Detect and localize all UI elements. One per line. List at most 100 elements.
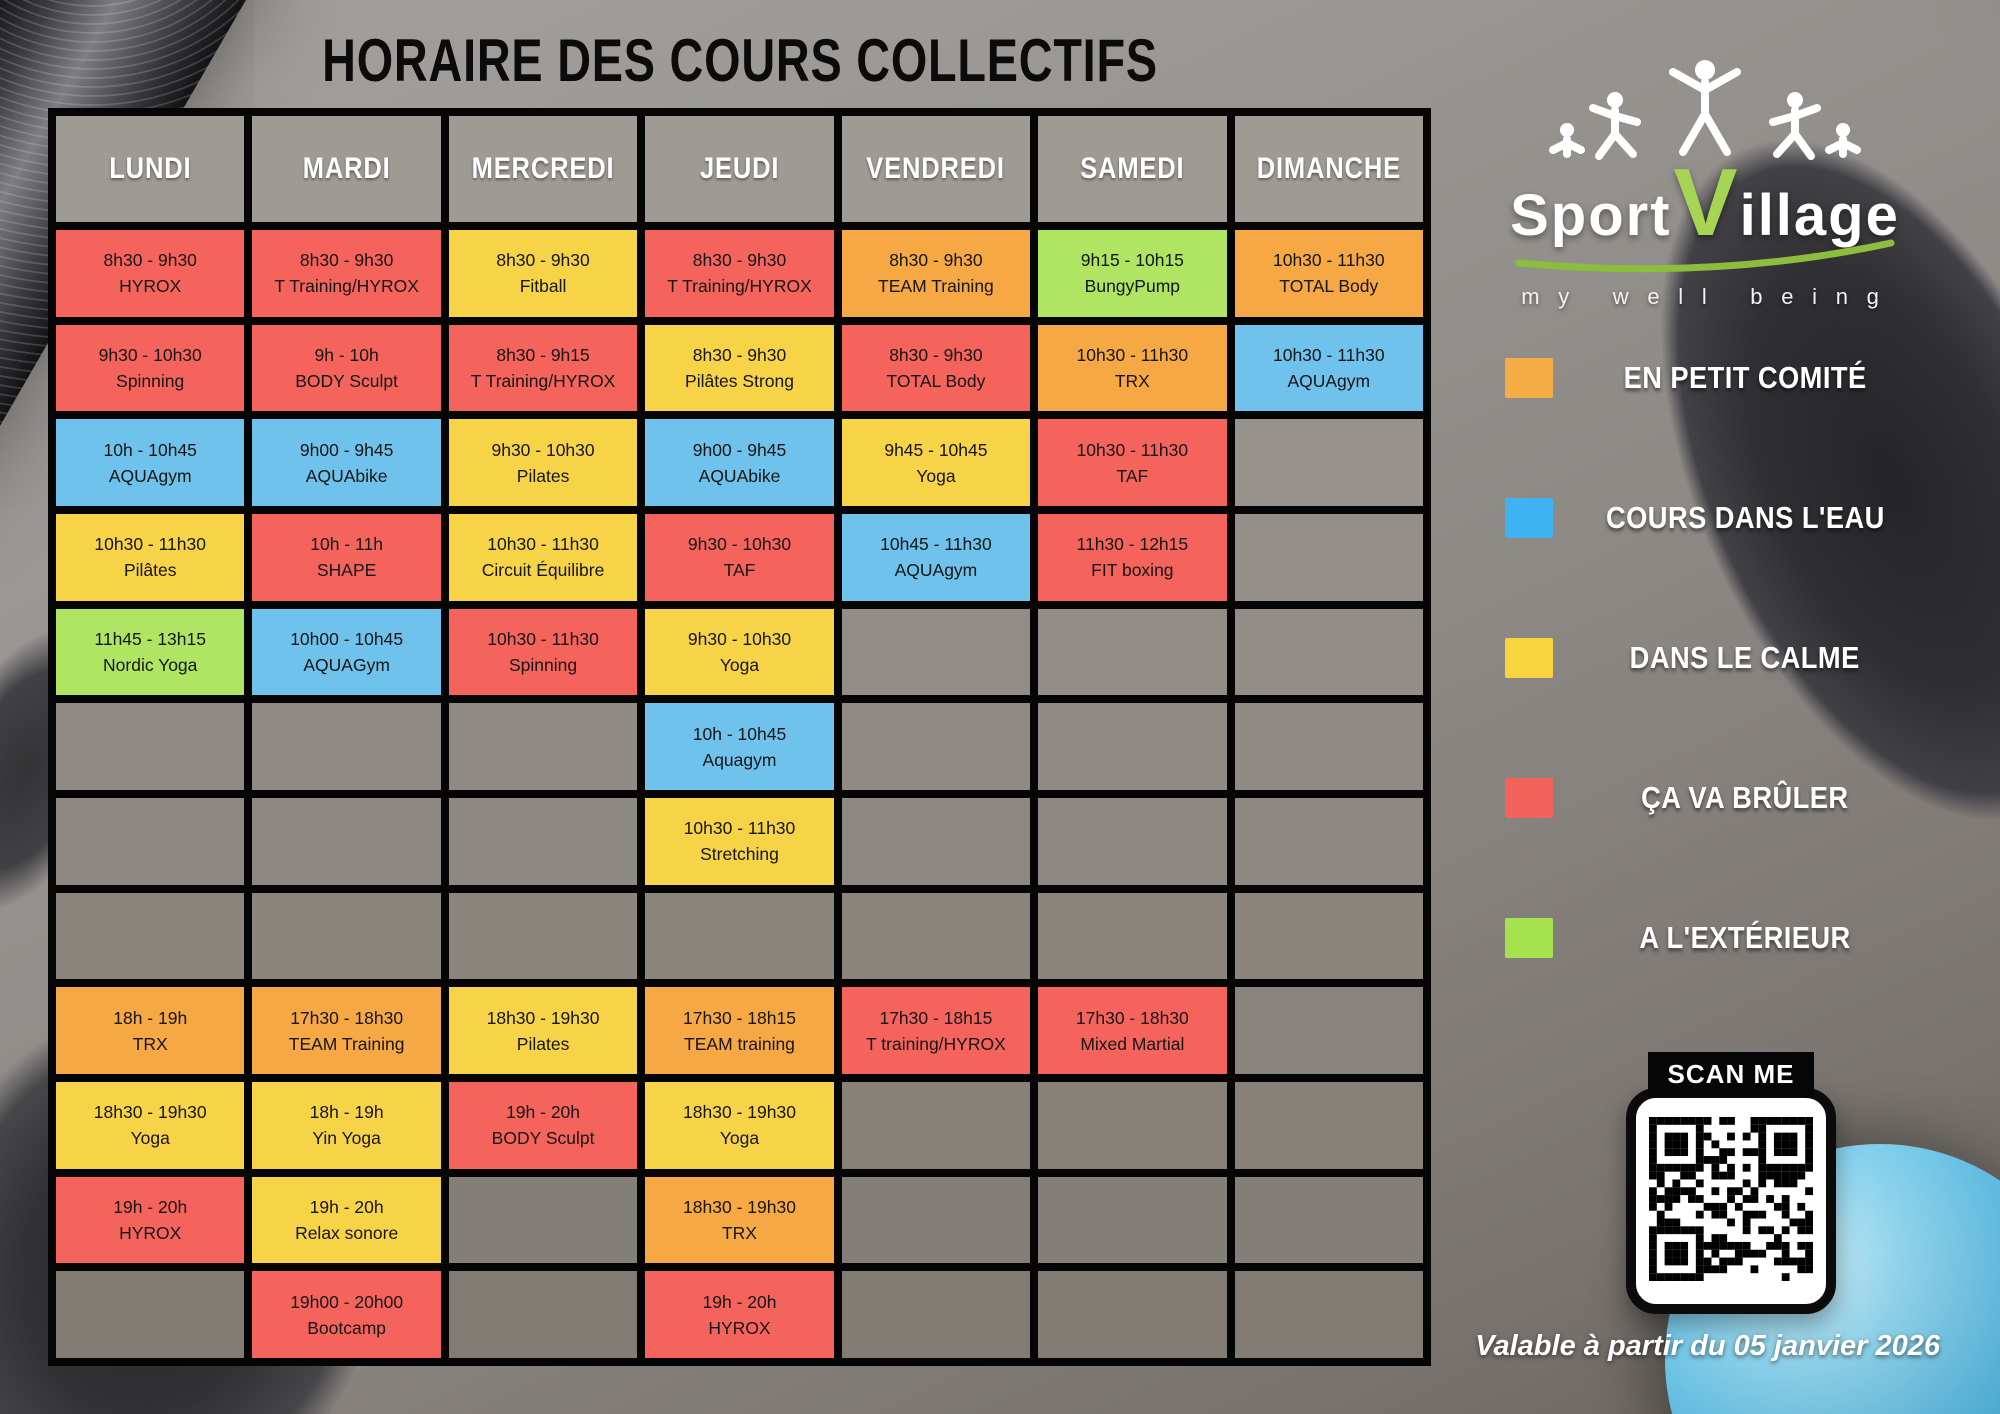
schedule-cell: 17h30 - 18h15 TEAM training bbox=[645, 987, 834, 1074]
cell-time: 18h30 - 19h30 bbox=[683, 1102, 796, 1123]
cell-time: 10h30 - 11h30 bbox=[487, 628, 599, 649]
legend-swatch bbox=[1505, 358, 1553, 398]
empty-cell bbox=[56, 703, 245, 790]
cell-name: T Training/HYROX bbox=[274, 276, 419, 297]
schedule-cell: 9h30 - 10h30 TAF bbox=[645, 513, 834, 601]
cell-time: 9h45 - 10h45 bbox=[884, 439, 988, 460]
schedule-cell: 10h45 - 11h30 AQUAgym bbox=[841, 513, 1031, 601]
schedule-cell: 19h - 20h Relax sonore bbox=[252, 1176, 441, 1264]
cell-time: 19h - 20h bbox=[113, 1196, 188, 1217]
schedule-cell: 18h - 19h TRX bbox=[56, 987, 245, 1074]
empty-cell bbox=[448, 1176, 638, 1264]
cell-name: Pilâtes bbox=[123, 560, 177, 581]
cell-time: 9h00 - 9h45 bbox=[692, 439, 787, 460]
legend-label-wrap: ÇA VA BRÛLER bbox=[1553, 780, 1937, 816]
day-header-cell: SAMEDI bbox=[1038, 116, 1227, 222]
cell-time: 11h45 - 13h15 bbox=[94, 628, 206, 649]
schedule-cell: 18h - 19h Yin Yoga bbox=[252, 1081, 441, 1169]
cell-time: 8h30 - 9h30 bbox=[692, 344, 787, 365]
cell-name: Spinning bbox=[116, 370, 185, 391]
cell-name: T Training/HYROX bbox=[667, 276, 812, 297]
empty-cell bbox=[1234, 1271, 1423, 1358]
day-header-cell: JEUDI bbox=[645, 116, 834, 222]
qr-code bbox=[1649, 1116, 1813, 1286]
empty-cell bbox=[1038, 1176, 1227, 1264]
cell-time: 10h30 - 11h30 bbox=[1272, 250, 1385, 271]
empty-cell bbox=[448, 892, 638, 980]
empty-cell bbox=[1234, 987, 1423, 1074]
cell-name: FIT boxing bbox=[1091, 560, 1174, 581]
cell-time: 10h30 - 11h30 bbox=[94, 534, 206, 555]
schedule-cell: 19h - 20h HYROX bbox=[56, 1176, 245, 1264]
cell-name: Pilates bbox=[516, 1033, 570, 1054]
day-header-cell: LUNDI bbox=[56, 116, 245, 222]
legend-item: EN PETIT COMITÉ bbox=[1505, 358, 1937, 398]
schedule-cell: 8h30 - 9h30 TEAM Training bbox=[841, 230, 1031, 317]
cell-name: HYROX bbox=[708, 1317, 771, 1338]
schedule-cell: 8h30 - 9h30 T Training/HYROX bbox=[645, 230, 834, 317]
legend-label: DANS LE CALME bbox=[1629, 640, 1861, 675]
schedule-cell: 18h30 - 19h30 TRX bbox=[645, 1176, 834, 1264]
empty-cell bbox=[448, 1271, 638, 1358]
empty-cell bbox=[1234, 1081, 1423, 1169]
schedule-cell: 18h30 - 19h30 Yoga bbox=[56, 1081, 245, 1169]
schedule-cell: 9h - 10h BODY Sculpt bbox=[252, 324, 441, 412]
qr-code-svg bbox=[1649, 1116, 1813, 1281]
cell-time: 10h30 - 11h30 bbox=[487, 534, 599, 555]
schedule-cell: 10h00 - 10h45 AQUAGym bbox=[252, 608, 441, 696]
legend-item: COURS DANS L'EAU bbox=[1505, 498, 1937, 538]
cell-time: 10h00 - 10h45 bbox=[290, 628, 404, 649]
schedule-cell: 8h30 - 9h30 TOTAL Body bbox=[841, 324, 1031, 412]
cell-name: T training/HYROX bbox=[866, 1033, 1006, 1054]
cell-time: 11h30 - 12h15 bbox=[1076, 534, 1189, 555]
schedule-cell: 11h45 - 13h15 Nordic Yoga bbox=[56, 608, 245, 696]
cell-name: Yoga bbox=[719, 654, 760, 675]
cell-name: Nordic Yoga bbox=[103, 654, 198, 675]
cell-time: 9h - 10h bbox=[314, 344, 379, 365]
cell-time: 8h30 - 9h30 bbox=[496, 250, 590, 271]
cell-time: 10h45 - 11h30 bbox=[880, 534, 992, 555]
day-label: VENDREDI bbox=[866, 152, 1006, 185]
schedule-cell: 9h00 - 9h45 AQUAbike bbox=[252, 419, 441, 506]
empty-cell bbox=[645, 892, 834, 980]
legend-swatch bbox=[1505, 778, 1553, 818]
cell-time: 18h30 - 19h30 bbox=[683, 1196, 796, 1217]
cell-name: Stretching bbox=[700, 844, 779, 865]
empty-cell bbox=[841, 1176, 1031, 1264]
cell-name: BODY Sculpt bbox=[295, 370, 399, 391]
schedule-table: LUNDI MARDI MERCREDI JEUDI VENDREDI SAMEDI DIM… bbox=[48, 108, 1431, 1366]
cell-time: 17h30 - 18h30 bbox=[290, 1007, 404, 1028]
empty-cell bbox=[1038, 1271, 1227, 1358]
cell-name: Bootcamp bbox=[307, 1317, 387, 1338]
cell-time: 8h30 - 9h30 bbox=[889, 250, 983, 271]
cell-name: Yoga bbox=[719, 1128, 760, 1149]
schedule-cell: 10h - 10h45 Aquagym bbox=[645, 703, 834, 790]
cell-time: 9h30 - 10h30 bbox=[491, 439, 595, 460]
day-label: LUNDI bbox=[109, 152, 192, 185]
empty-cell bbox=[56, 892, 245, 980]
legend-item: DANS LE CALME bbox=[1505, 638, 1937, 678]
cell-time: 19h - 20h bbox=[702, 1291, 777, 1312]
cell-time: 18h - 19h bbox=[309, 1102, 384, 1123]
schedule-cell: 19h - 20h HYROX bbox=[645, 1271, 834, 1358]
cell-name: TRX bbox=[721, 1222, 757, 1243]
schedule-cell: 8h30 - 9h15 T Training/HYROX bbox=[448, 324, 638, 412]
cell-time: 8h30 - 9h15 bbox=[496, 344, 590, 365]
cell-time: 10h30 - 11h30 bbox=[1076, 439, 1189, 460]
schedule-cell: 10h - 10h45 AQUAgym bbox=[56, 419, 245, 506]
day-label: JEUDI bbox=[699, 152, 780, 185]
day-label: MARDI bbox=[302, 152, 391, 185]
empty-cell bbox=[841, 608, 1031, 696]
cell-time: 10h30 - 11h30 bbox=[1272, 344, 1385, 365]
logo-tagline: my well being bbox=[1521, 284, 1898, 309]
cell-name: Spinning bbox=[509, 654, 578, 675]
empty-cell bbox=[841, 703, 1031, 790]
empty-cell bbox=[1234, 797, 1423, 885]
schedule-cell: 18h30 - 19h30 Yoga bbox=[645, 1081, 834, 1169]
empty-cell bbox=[841, 892, 1031, 980]
cell-name: AQUAgym bbox=[108, 465, 192, 486]
cell-time: 17h30 - 18h15 bbox=[879, 1007, 993, 1028]
cell-name: HYROX bbox=[119, 1222, 182, 1243]
schedule-cell: 10h30 - 11h30 TAF bbox=[1038, 419, 1227, 506]
